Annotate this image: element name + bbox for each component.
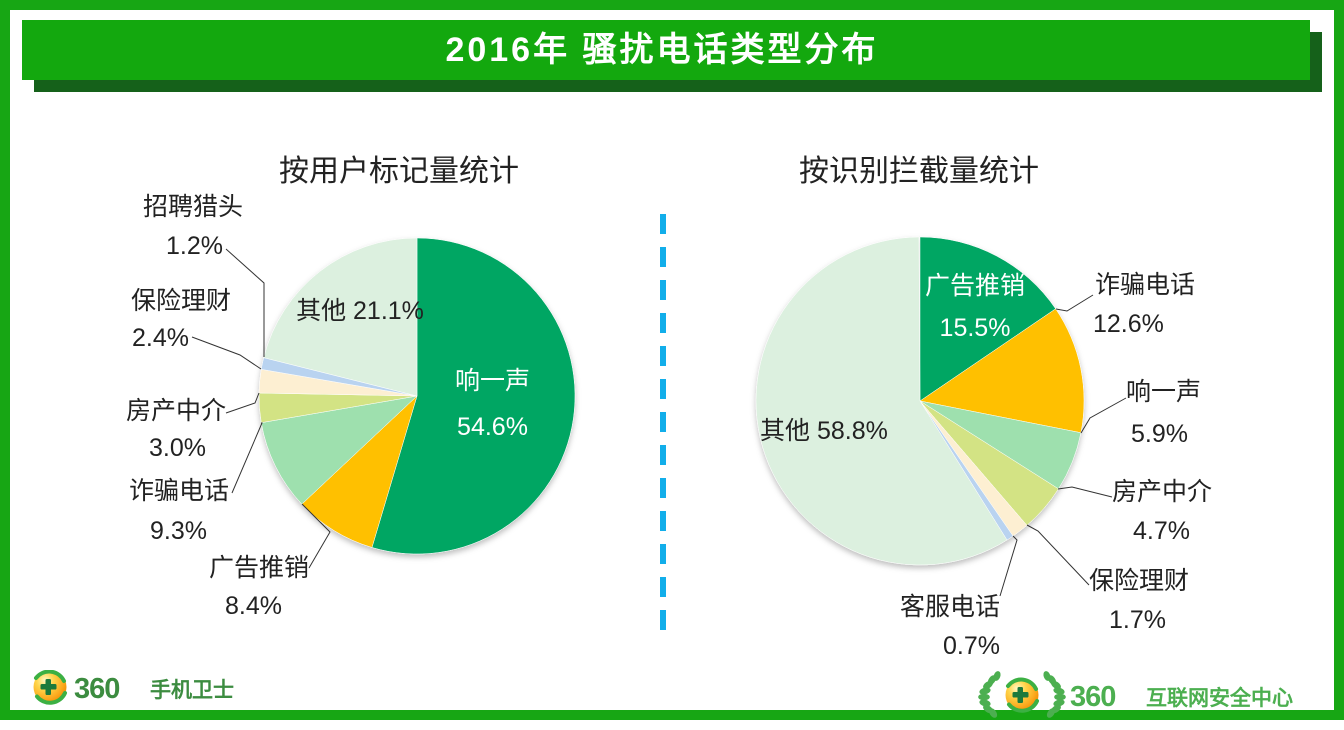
- svg-text:360: 360: [1070, 681, 1115, 713]
- svg-text:互联网安全中心: 互联网安全中心: [1146, 686, 1293, 710]
- svg-text:360: 360: [74, 673, 119, 705]
- svg-text:手机卫士: 手机卫士: [150, 678, 234, 702]
